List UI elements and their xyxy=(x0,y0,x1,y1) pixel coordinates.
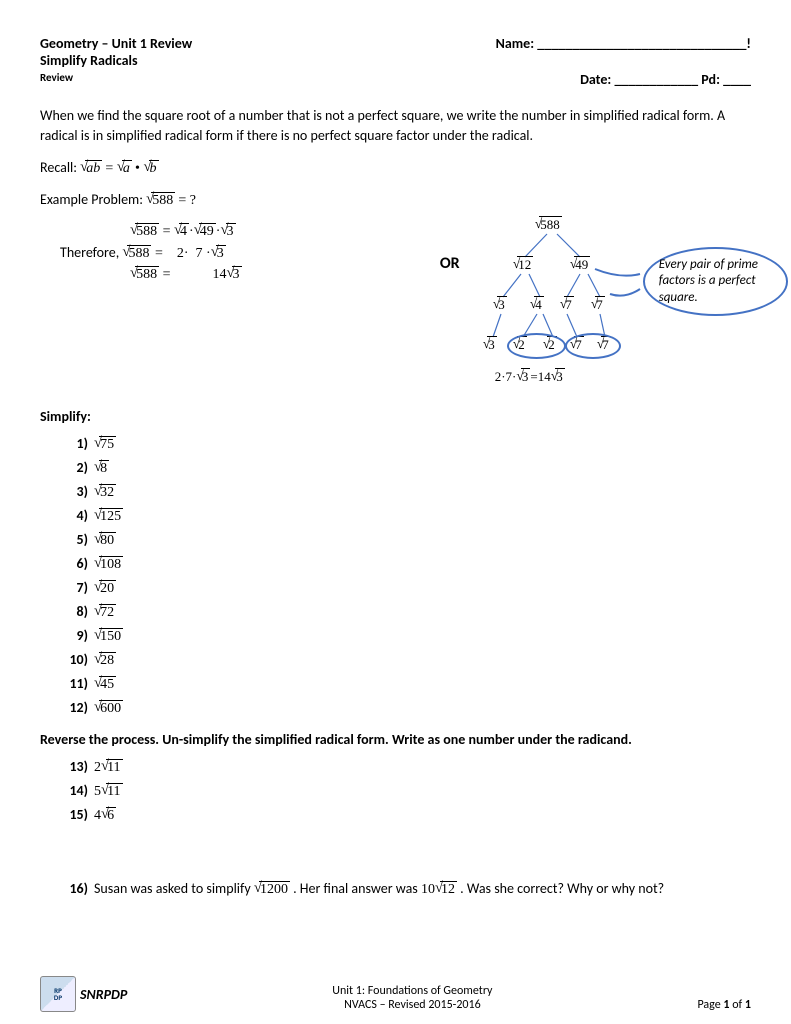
subtitle: Simplify Radicals xyxy=(40,52,138,69)
problem-item: 8)72 xyxy=(62,603,751,621)
problems-set-2: 13)211 14)511 15)46 xyxy=(62,758,751,824)
work-line-3: 588 = 143 xyxy=(130,266,425,283)
equals: = xyxy=(105,161,116,176)
footer: RP DP SNRPDP Unit 1: Foundations of Geom… xyxy=(40,976,751,1012)
org-name: SNRPDP xyxy=(80,986,127,1003)
callout-text: Every pair of prime factors is a perfect… xyxy=(643,247,788,316)
sqrt-a: a xyxy=(117,160,132,177)
review-label: Review xyxy=(40,71,73,88)
reverse-label: Reverse the process. Un-simplify the sim… xyxy=(40,731,751,748)
problem-item: 15)46 xyxy=(62,806,751,824)
callout: Every pair of prime factors is a perfect… xyxy=(643,247,788,316)
problem-item: 11)45 xyxy=(62,675,751,693)
intro-text: When we find the square root of a number… xyxy=(40,106,751,145)
logo-icon: RP DP xyxy=(40,976,76,1012)
review-line: Review Date: ____________ Pd: ____ xyxy=(40,71,751,88)
problem-item: 2)8 xyxy=(62,459,751,477)
subtitle-row: Simplify Radicals xyxy=(40,52,751,69)
problem-item: 13)211 xyxy=(62,758,751,776)
problem-item: 1)75 xyxy=(62,435,751,453)
left-work: 588 = 4·49·3 Therefore, 588 = 2· 7 ·3 58… xyxy=(130,219,425,287)
example-label: Example Problem: 588 = ? xyxy=(40,191,751,209)
simplify-label: Simplify: xyxy=(40,408,751,425)
date-pd: Date: ____________ Pd: ____ xyxy=(580,71,751,88)
tree-final: 2·7·3=143 xyxy=(495,369,565,385)
problems-set-1: 1)75 2)8 3)32 4)125 5)80 6)108 7)20 8)72 9)150 10… xyxy=(62,435,751,717)
header-row: Geometry – Unit 1 Review Name: _________… xyxy=(40,35,751,52)
pair-circle-1 xyxy=(507,333,566,359)
sqrt-ab: ab xyxy=(80,160,102,177)
footer-logo: RP DP SNRPDP xyxy=(40,976,127,1012)
problem-item: 9)150 xyxy=(62,627,751,645)
sqrt-588: 588 xyxy=(146,192,175,209)
problem-item: 4)125 xyxy=(62,507,751,525)
work-line-1: 588 = 4·49·3 xyxy=(130,223,425,240)
work-area: 588 = 4·49·3 Therefore, 588 = 2· 7 ·3 58… xyxy=(40,219,751,404)
or-label: OR xyxy=(440,254,460,273)
pair-circle-2 xyxy=(565,333,621,359)
problem-item: 3)32 xyxy=(62,483,751,501)
problem-item: 12)600 xyxy=(62,699,751,717)
title-left: Geometry – Unit 1 Review xyxy=(40,35,192,52)
problem-item: 7)20 xyxy=(62,579,751,597)
problem-item: 14)511 xyxy=(62,782,751,800)
name-field: Name: ______________________________! xyxy=(496,35,751,52)
factor-tree: 588 12 49 3 4 7 7 3 2 2 7 7 2·7·3=143 Ev… xyxy=(485,219,751,404)
problem-item: 10)28 xyxy=(62,651,751,669)
work-line-2: Therefore, 588 = 2· 7 ·3 xyxy=(60,244,425,262)
recall-label: Recall: xyxy=(40,159,80,176)
problem-16: 16)Susan was asked to simplify 1200 . He… xyxy=(62,880,751,898)
footer-center: Unit 1: Foundations of Geometry NVACS – … xyxy=(127,984,697,1012)
recall: Recall: ab = a • b xyxy=(40,159,751,177)
problem-item: 5)80 xyxy=(62,531,751,549)
sqrt-b: b xyxy=(143,160,158,177)
problem-item: 6)108 xyxy=(62,555,751,573)
page-number: Page 1 of 1 xyxy=(697,998,751,1012)
